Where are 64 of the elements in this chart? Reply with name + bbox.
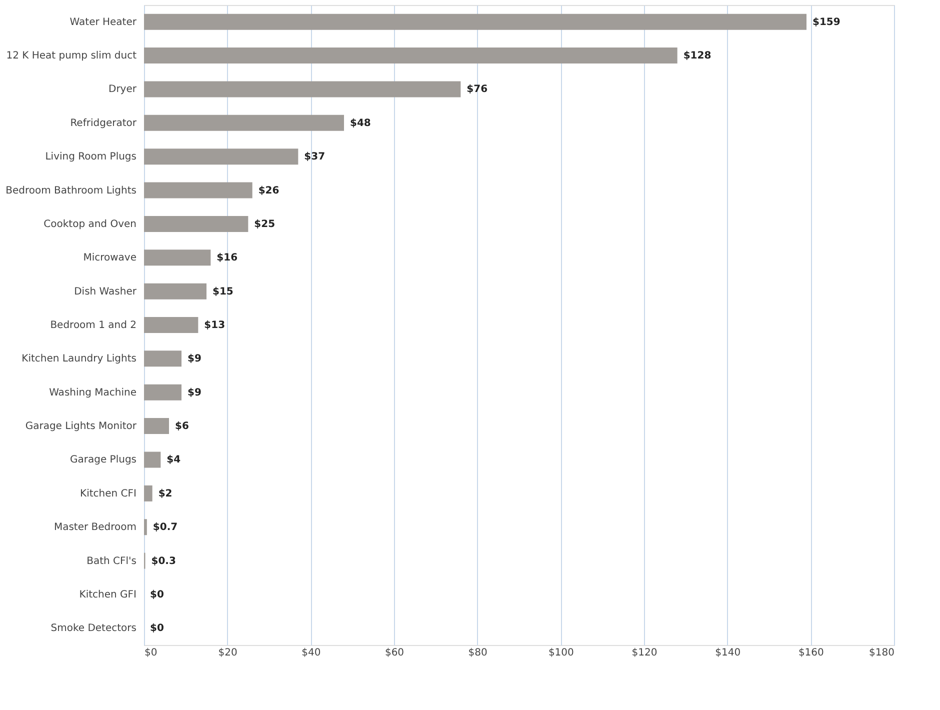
bar [144, 114, 344, 131]
bar [144, 250, 211, 266]
bar [144, 452, 161, 468]
data-label: $9 [188, 387, 202, 398]
x-tick-label: $60 [384, 648, 404, 658]
bar [144, 81, 461, 98]
x-tick-label: $160 [798, 648, 824, 658]
data-label: $128 [683, 50, 712, 62]
y-tick-label: Garage Plugs [70, 454, 136, 466]
data-label: $159 [812, 16, 840, 28]
x-tick-label: $80 [468, 648, 488, 658]
y-tick-label: Kitchen CFI [80, 488, 136, 500]
bar [144, 182, 252, 198]
data-label: $0.3 [151, 556, 176, 567]
y-tick-label: Cooktop and Oven [44, 218, 136, 230]
y-tick-label: Kitchen GFI [79, 589, 136, 600]
x-tick-label: $0 [144, 648, 158, 658]
bar [144, 283, 206, 300]
y-tick-label: 12 K Heat pump slim duct [6, 50, 137, 62]
data-label: $26 [258, 185, 280, 196]
x-tick-label: $180 [869, 648, 894, 658]
y-tick-label: Bedroom 1 and 2 [50, 320, 136, 331]
data-label: $6 [175, 421, 189, 432]
bar [144, 384, 182, 400]
bar [144, 418, 169, 434]
x-tick-label: $20 [218, 648, 238, 658]
data-label: $76 [466, 84, 488, 96]
x-tick-label: $40 [302, 648, 321, 658]
bar [144, 485, 152, 502]
y-tick-label: Refridgerator [70, 118, 138, 129]
data-label: $25 [254, 218, 276, 230]
x-tick-label: $140 [715, 648, 741, 658]
data-label: $15 [212, 286, 234, 298]
data-label: $48 [350, 118, 371, 129]
bar [144, 14, 806, 30]
bar [144, 519, 147, 536]
data-label: $0 [150, 589, 164, 600]
data-label: $0.7 [152, 522, 178, 534]
bar [144, 317, 198, 333]
y-tick-label: Bedroom Bathroom Lights [6, 185, 136, 196]
y-tick-label: Kitchen Laundry Lights [22, 354, 136, 365]
data-label: $2 [158, 488, 172, 500]
y-tick-label: Water Heater [70, 16, 138, 28]
data-label: $13 [204, 320, 226, 331]
data-label: $16 [216, 252, 238, 264]
bar [144, 148, 298, 165]
y-tick-label: Master Bedroom [54, 522, 136, 534]
y-tick-label: Washing Machine [49, 387, 136, 398]
bar [144, 48, 678, 64]
x-tick-label: $100 [548, 648, 574, 658]
data-label: $4 [166, 454, 181, 466]
y-tick-label: Dryer [108, 84, 138, 96]
y-tick-label: Bath CFl's [86, 556, 136, 567]
y-tick-label: Living Room Plugs [45, 152, 136, 163]
y-tick-label: Microwave [83, 252, 136, 264]
bar [144, 216, 248, 232]
y-tick-label: Smoke Detectors [50, 623, 136, 634]
bar [144, 350, 182, 367]
y-tick-label: Dish Washer [74, 286, 138, 298]
data-label: $37 [304, 152, 326, 163]
y-tick-label: Garage Lights Monitor [25, 421, 138, 432]
data-label: $0 [150, 623, 164, 634]
x-tick-label: $120 [632, 648, 658, 658]
data-label: $9 [188, 354, 202, 365]
